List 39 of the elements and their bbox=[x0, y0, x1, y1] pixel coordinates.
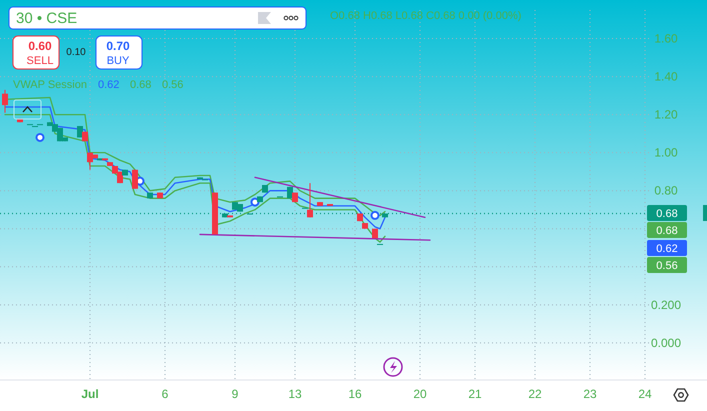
point bbox=[36, 132, 44, 142]
y-tick-label: 1.40 bbox=[654, 70, 678, 84]
candlestick bbox=[132, 169, 138, 190]
annotation: 0.68 bbox=[130, 79, 152, 91]
x-tick-label: 13 bbox=[288, 387, 302, 401]
x-tick-label: 22 bbox=[528, 387, 542, 401]
text: 0.56 bbox=[656, 260, 678, 272]
x-tick-label: 23 bbox=[583, 387, 597, 401]
candlestick bbox=[307, 182, 313, 218]
x-tick-label: 24 bbox=[638, 387, 652, 401]
text: 0.62 bbox=[656, 243, 678, 255]
annotation: 0.62 bbox=[98, 79, 120, 91]
annotation: 0.56 bbox=[162, 79, 184, 91]
line-series bbox=[4, 106, 386, 230]
y-tick-label: 0.000 bbox=[650, 336, 682, 350]
x-tick-label: 9 bbox=[232, 387, 239, 401]
y-tick-label: 1.20 bbox=[654, 108, 678, 122]
x-tick-label: 20 bbox=[413, 387, 427, 401]
text: 0.68 bbox=[656, 208, 678, 220]
annotation: O0.68 H0.68 L0.68 C0.68 0.00 (0.00%) bbox=[330, 10, 522, 22]
y-tick-label: 0.200 bbox=[650, 298, 682, 312]
text: 0.68 bbox=[656, 225, 678, 237]
annotation: VWAP Session bbox=[13, 79, 87, 91]
annotation: 0.10 bbox=[66, 47, 86, 58]
y-tick-label: 1.00 bbox=[654, 146, 678, 160]
candlestick bbox=[2, 89, 8, 114]
chart-title: 30 • CSE bbox=[16, 10, 78, 27]
point bbox=[250, 198, 260, 207]
x-tick-label: Jul bbox=[81, 387, 99, 401]
annotation: 0.60 bbox=[28, 39, 52, 53]
annotation: BUY bbox=[106, 55, 130, 67]
x-tick-label: 6 bbox=[162, 387, 169, 401]
y-tick-label: 1.60 bbox=[654, 32, 678, 46]
x-tick-label: 16 bbox=[348, 387, 362, 401]
y-tick-label: 0.80 bbox=[654, 184, 678, 198]
annotation: SELL bbox=[26, 55, 54, 67]
point bbox=[370, 210, 380, 220]
annotation: 0.70 bbox=[106, 39, 130, 53]
x-tick-label: 21 bbox=[468, 387, 482, 401]
